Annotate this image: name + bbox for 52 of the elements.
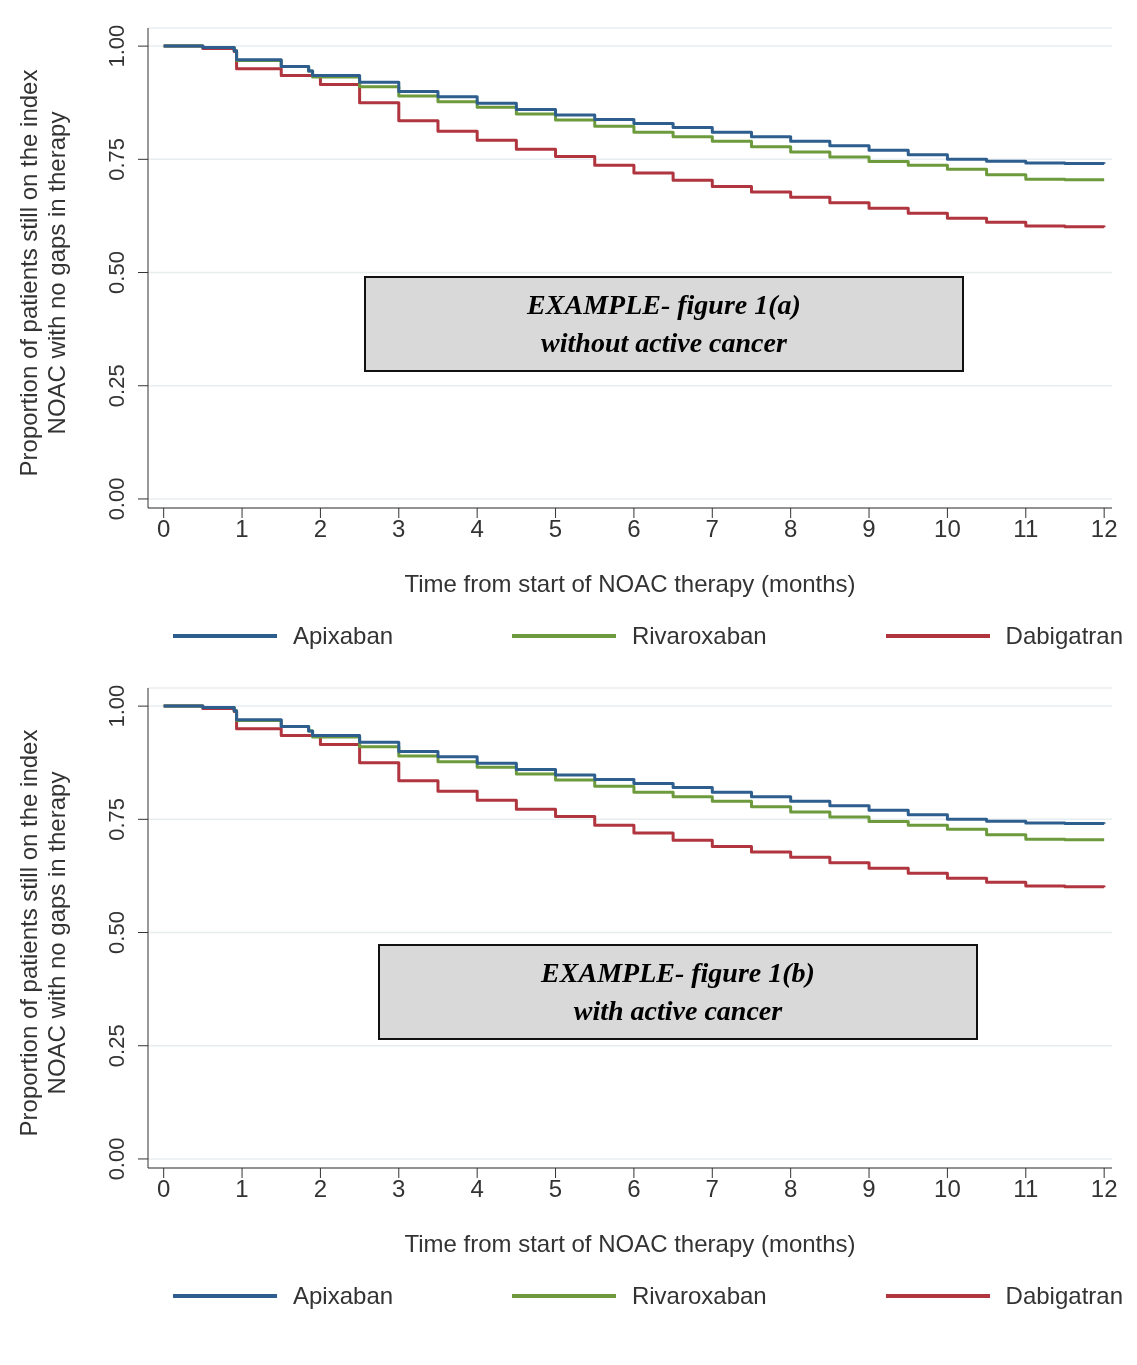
y-axis-title: Proportion of patients still on the index NOAC with no gaps in therapy	[15, 728, 71, 1139]
y-tick-label: 1.00	[104, 24, 129, 68]
legend-label: Dabigatran	[1005, 1282, 1123, 1310]
x-tick-label: 2	[313, 1175, 328, 1203]
y-tick-label: 0.50	[104, 911, 129, 954]
x-tick-label: 11	[1013, 515, 1039, 543]
x-axis-title: Time from start of NOAC therapy (months)	[404, 570, 856, 597]
x-tick-label: 2	[313, 515, 328, 543]
x-tick-label: 10	[934, 1175, 961, 1203]
y-tick-label: 0.00	[104, 1137, 129, 1181]
x-tick-label: 0	[157, 515, 171, 543]
y-tick-label: 0.00	[104, 477, 129, 521]
y-tick-label: 1.00	[104, 684, 129, 728]
annotation: with active cancer	[572, 994, 784, 1028]
x-tick-label: 1	[235, 1175, 249, 1203]
x-tick-label: 7	[705, 515, 719, 543]
legend-label: Dabigatran	[1005, 622, 1123, 650]
x-tick-label: 12	[1090, 1175, 1118, 1203]
y-tick-label: 0.75	[104, 137, 129, 181]
x-tick-label: 0	[157, 1175, 171, 1203]
y-tick-label: 0.25	[104, 364, 129, 408]
x-tick-label: 3	[392, 515, 406, 543]
x-tick-label: 5	[548, 1175, 563, 1203]
x-tick-label: 6	[627, 1175, 641, 1203]
legend-label: Rivaroxaban	[631, 1282, 767, 1310]
x-tick-label: 11	[1013, 1175, 1039, 1203]
x-tick-label: 8	[783, 1175, 798, 1203]
x-tick-label: 4	[470, 515, 484, 543]
legend-label: Apixaban	[293, 622, 394, 650]
x-tick-label: 7	[705, 1175, 719, 1203]
annotation: without active cancer	[540, 326, 788, 360]
x-tick-label: 12	[1090, 515, 1118, 543]
y-tick-label: 0.50	[104, 251, 129, 294]
note-box: EXAMPLE- figure 1(b) with active cancer	[378, 944, 978, 1040]
annotation: EXAMPLE- figure 1(a)	[526, 288, 802, 322]
note-box: EXAMPLE- figure 1(a) without active cancer	[364, 276, 964, 372]
legend-label: Rivaroxaban	[631, 622, 767, 650]
x-tick-label: 1	[235, 515, 249, 543]
annotation: EXAMPLE- figure 1(b)	[540, 956, 816, 990]
x-tick-label: 8	[783, 515, 798, 543]
y-tick-label: 0.25	[104, 1024, 129, 1068]
x-tick-label: 9	[862, 1175, 876, 1203]
x-tick-label: 5	[548, 515, 563, 543]
y-tick-label: 0.75	[104, 797, 129, 841]
x-tick-label: 3	[392, 1175, 406, 1203]
x-tick-label: 4	[470, 1175, 484, 1203]
x-tick-label: 9	[862, 515, 876, 543]
legend-label: Apixaban	[293, 1282, 394, 1310]
x-axis-title: Time from start of NOAC therapy (months)	[404, 1230, 856, 1257]
y-axis-title: Proportion of patients still on the index NOAC with no gaps in therapy	[15, 68, 71, 479]
x-tick-label: 6	[627, 515, 641, 543]
x-tick-label: 10	[934, 515, 961, 543]
